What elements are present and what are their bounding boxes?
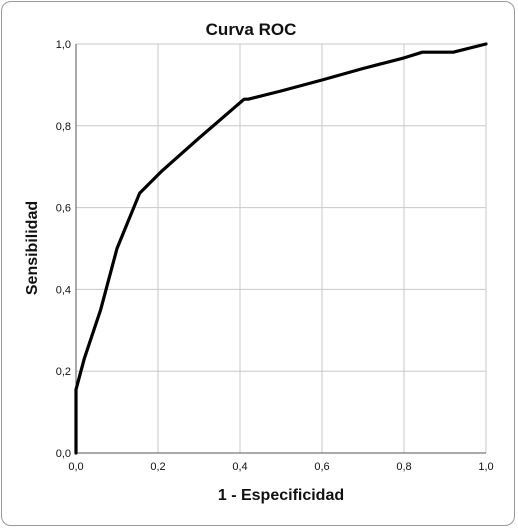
chart-title: Curva ROC	[206, 20, 297, 39]
x-tick-labels: 0,0 0,2 0,4 0,6 0,8 1,0	[68, 461, 493, 473]
roc-curve-line	[74, 42, 488, 455]
x-tick-label: 0,8	[396, 461, 411, 473]
y-tick-labels: 0,0 0,2 0,4 0,6 0,8 1,0	[56, 39, 71, 460]
y-tick-label: 0,2	[56, 366, 71, 378]
y-tick-label: 0,6	[56, 203, 71, 215]
x-tick-label: 1,0	[478, 461, 493, 473]
y-axis-label: Sensibilidad	[24, 201, 41, 295]
x-tick-label: 0,4	[232, 461, 247, 473]
grid-lines	[75, 43, 487, 454]
y-tick-label: 0,4	[56, 284, 71, 296]
y-tick-label: 0,0	[56, 448, 71, 460]
x-tick-label: 0,6	[314, 461, 329, 473]
y-tick-label: 1,0	[56, 39, 71, 51]
y-tick-label: 0,8	[56, 121, 71, 133]
x-axis-label: 1 - Especificidad	[218, 487, 344, 504]
series	[74, 42, 488, 455]
x-tick-label: 0,2	[150, 461, 165, 473]
x-tick-label: 0,0	[68, 461, 83, 473]
axes	[75, 44, 486, 454]
